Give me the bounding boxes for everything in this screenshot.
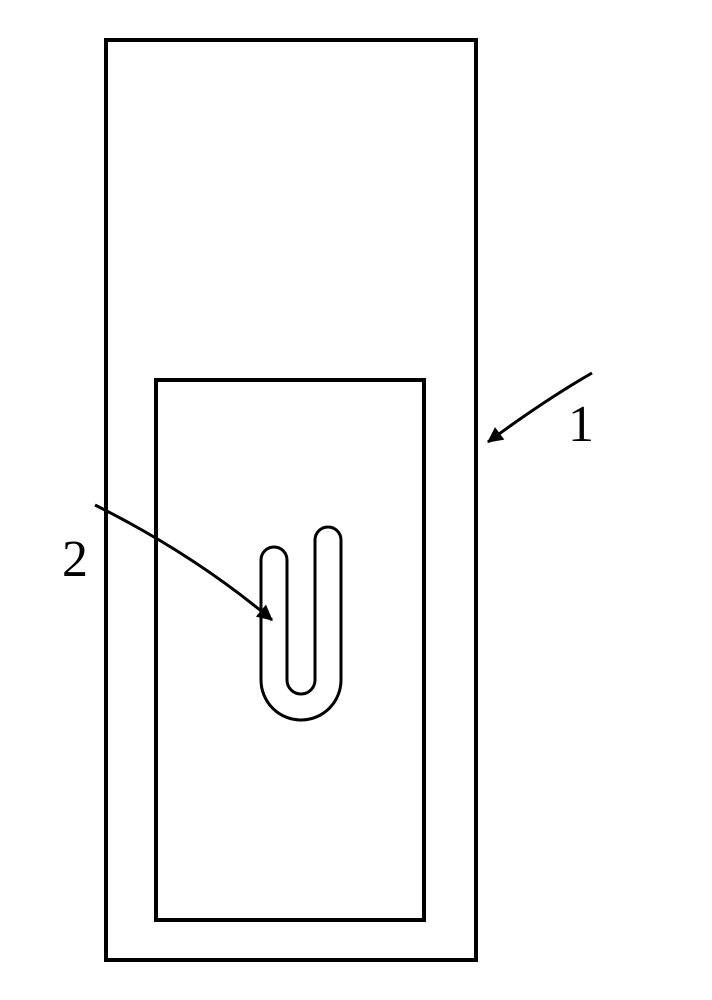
callout-label-2: 2	[62, 530, 88, 589]
callout-arrowhead-1	[488, 428, 503, 442]
diagram-svg	[0, 0, 712, 1000]
outer-rect	[106, 40, 476, 960]
hook-shape	[261, 527, 341, 720]
callout-leader-2	[95, 505, 272, 620]
diagram-canvas: 12	[0, 0, 712, 1000]
callout-label-1: 1	[568, 395, 594, 454]
inner-rect	[156, 380, 424, 920]
